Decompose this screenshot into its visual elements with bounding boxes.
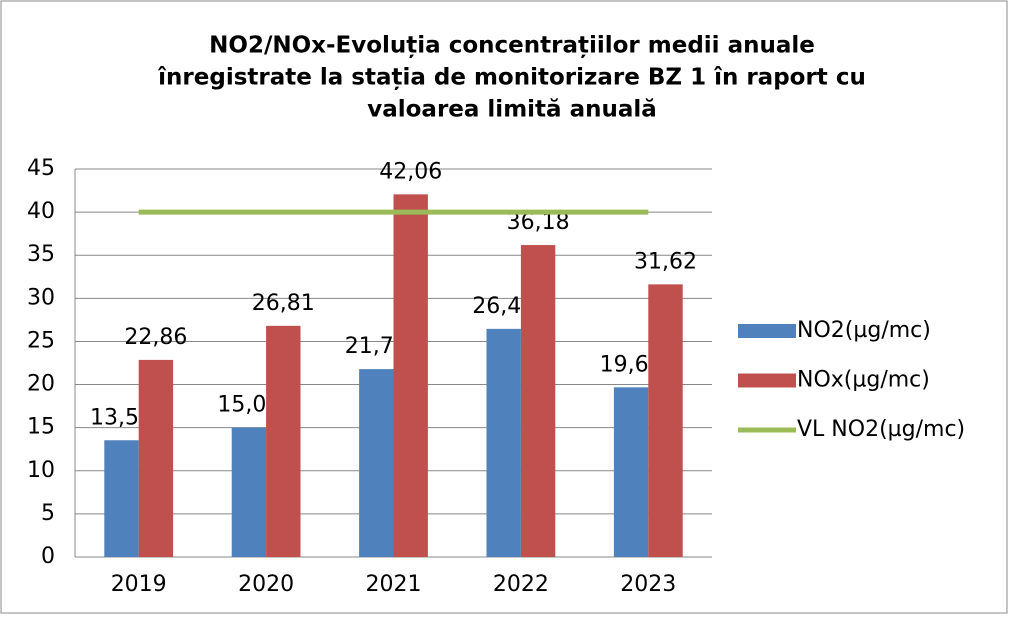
data-label: 31,62: [634, 249, 697, 274]
legend-label: NO2(µg/mc): [797, 318, 931, 343]
bar: [393, 194, 428, 557]
y-tick-label: 20: [27, 372, 55, 397]
bar: [266, 325, 301, 557]
y-tick-label: 35: [27, 242, 55, 267]
bar: [138, 359, 174, 557]
bar: [104, 440, 139, 557]
bar: [359, 369, 394, 557]
chart-title: NO2/NOx-Evoluția concentrațiilor medii a…: [209, 33, 815, 59]
x-tick-label: 2023: [620, 572, 676, 597]
y-tick-label: 40: [27, 199, 55, 224]
legend-label: VL NO2(µg/mc): [797, 417, 965, 442]
bar: [520, 245, 556, 557]
legend-swatch: [738, 324, 796, 338]
x-tick-label: 2019: [111, 572, 167, 597]
x-tick-label: 2022: [493, 572, 549, 597]
chart-title: valoarea limită anuală: [367, 97, 657, 123]
y-tick-label: 30: [27, 285, 55, 310]
bar: [613, 387, 649, 557]
y-tick-label: 25: [27, 328, 55, 353]
bar: [231, 427, 267, 557]
data-label: 26,81: [252, 291, 315, 316]
legend-label: NOx(µg/mc): [797, 368, 930, 393]
bar: [486, 328, 521, 557]
legend-swatch: [738, 373, 796, 388]
y-tick-label: 10: [27, 458, 55, 483]
data-label: 42,06: [379, 159, 442, 184]
y-tick-label: 45: [27, 156, 55, 181]
y-tick-label: 0: [41, 544, 55, 569]
bar: [648, 284, 683, 557]
y-tick-label: 5: [41, 501, 55, 526]
chart-title: înregistrate la stația de monitorizare B…: [157, 65, 866, 91]
x-tick-label: 2020: [238, 572, 294, 597]
x-tick-label: 2021: [366, 572, 422, 597]
y-tick-label: 15: [27, 415, 55, 440]
data-label: 22,86: [124, 325, 187, 350]
